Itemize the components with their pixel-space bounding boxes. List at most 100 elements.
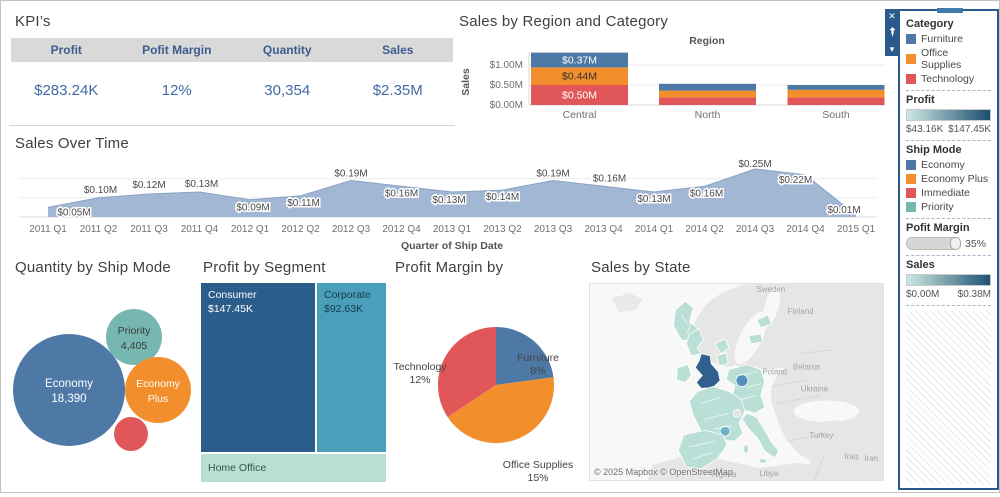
bubble-label: Economy bbox=[136, 378, 181, 390]
sales-over-time-chart: Sales Over Time $0.05M $0.10M $0.12M $0.13M… bbox=[9, 129, 889, 254]
bubble-label: Plus bbox=[148, 393, 168, 405]
point-label: $0.22M bbox=[779, 175, 812, 186]
map-attribution[interactable]: © 2025 Mapbox © OpenStreetMap bbox=[594, 467, 733, 477]
legend-item-label: Office Supplies bbox=[921, 47, 962, 71]
pie-slice-office-supplies[interactable] bbox=[447, 377, 555, 444]
bar-segment-Central-Furniture[interactable] bbox=[531, 52, 628, 68]
ship-mode-item-immediate[interactable]: Immediate bbox=[906, 187, 991, 199]
map-black-sea bbox=[793, 400, 860, 423]
pie-slice-technology[interactable] bbox=[437, 327, 496, 417]
panel-drag-handle[interactable] bbox=[937, 8, 963, 13]
time-chart-title: Sales Over Time bbox=[15, 135, 129, 152]
treemap-tile-home-office[interactable]: Home Office bbox=[201, 454, 386, 482]
pie-plot[interactable] bbox=[391, 279, 589, 487]
category-item-technology[interactable]: Technology bbox=[906, 73, 991, 85]
point-label: $0.10M bbox=[84, 185, 117, 196]
point-label: $0.25M bbox=[738, 159, 771, 170]
color-swatch bbox=[906, 34, 916, 44]
bar-segment-South-Office Supplies[interactable] bbox=[787, 89, 885, 98]
sales-min: $0.00M bbox=[906, 289, 940, 300]
profit-margin-value: 35% bbox=[965, 237, 987, 250]
color-swatch bbox=[906, 74, 916, 84]
y-tick-label: $0.50M bbox=[490, 80, 523, 91]
map-france-dark-region bbox=[719, 425, 731, 437]
treemap-tile-consumer[interactable]: Consumer $147.45K bbox=[201, 283, 315, 452]
slider-handle[interactable] bbox=[950, 237, 961, 250]
x-tick-label: 2013 Q2 bbox=[483, 224, 522, 235]
bar-segment-Central-Technology[interactable] bbox=[531, 85, 628, 105]
category-legend-title: Category bbox=[906, 18, 954, 30]
bubble-label: Economy bbox=[45, 378, 93, 390]
x-tick-label: 2014 Q1 bbox=[635, 224, 674, 235]
point-label: $0.12M bbox=[132, 180, 165, 191]
region-chart-title: Sales by Region and Category bbox=[459, 13, 669, 30]
map-label-poland: Poland bbox=[762, 368, 787, 377]
map-label-ukraine: Ukraine bbox=[801, 384, 829, 393]
europe-map[interactable]: Sweden Finland Poland Belarus Ukraine Turkey I… bbox=[590, 284, 883, 480]
area-fill[interactable] bbox=[48, 169, 856, 217]
bar-segment-South-Furniture[interactable] bbox=[787, 85, 885, 90]
map-label-iraq: Iraq bbox=[844, 452, 858, 461]
kpi-value-sales: $2.35M bbox=[372, 82, 423, 99]
bar-segment-North-Office Supplies[interactable] bbox=[659, 90, 756, 98]
point-label: $0.16M bbox=[593, 173, 626, 184]
map-label-libya: Libya bbox=[759, 469, 779, 478]
bar-segment-North-Furniture[interactable] bbox=[659, 83, 756, 91]
panel-separator bbox=[906, 255, 991, 256]
bar-segment-North-Technology[interactable] bbox=[659, 97, 756, 105]
legend-item-label: Technology bbox=[921, 73, 975, 85]
map-label-algeria: Algeria bbox=[712, 470, 737, 479]
x-tick-label: 2011 Q2 bbox=[80, 224, 118, 235]
kpi-value-row: $283.24K 12% 30,354 $2.35M bbox=[11, 82, 453, 99]
category-item-office-supplies[interactable]: Office Supplies bbox=[906, 47, 991, 71]
treemap-tile-corporate[interactable]: Corporate $92.63K bbox=[317, 283, 386, 452]
bubble-label: Priority bbox=[118, 325, 151, 337]
map-south-sweden bbox=[714, 338, 730, 355]
point-label: $0.01M bbox=[827, 205, 860, 216]
kpi-header-margin: Pofit Margin bbox=[142, 43, 212, 57]
map-viewport[interactable]: Sweden Finland Poland Belarus Ukraine Turkey I… bbox=[589, 283, 884, 481]
profit-margin-slider[interactable] bbox=[906, 237, 961, 250]
bubble-economy[interactable] bbox=[13, 334, 125, 446]
point-label: $0.19M bbox=[334, 169, 367, 180]
ship-mode-item-economy[interactable]: Economy bbox=[906, 159, 991, 171]
point-label: $0.13M bbox=[637, 194, 670, 205]
bubble-priority[interactable] bbox=[106, 309, 162, 365]
bubble-economy-plus[interactable] bbox=[125, 357, 191, 423]
legend-item-label: Furniture bbox=[921, 33, 964, 45]
chevron-down-icon[interactable]: ▾ bbox=[889, 44, 895, 54]
bubble-plot[interactable]: Economy 18,390 Priority 4,405 Economy Plus bbox=[9, 276, 195, 492]
kpi-header-profit: Profit bbox=[50, 43, 82, 57]
pie-slice-furniture[interactable] bbox=[496, 327, 554, 385]
region-category-chart: Sales by Region and Category Region $0.00… bbox=[457, 5, 889, 127]
map-label-turkey: Turkey bbox=[809, 431, 833, 440]
map-italy bbox=[741, 412, 780, 459]
profit-gradient bbox=[906, 109, 991, 121]
pie-label-technology: Technology 12% bbox=[393, 361, 447, 386]
pin-icon[interactable] bbox=[885, 26, 899, 39]
ship-mode-item-priority[interactable]: Priority bbox=[906, 201, 991, 213]
sales-area-chart[interactable]: $0.05M $0.10M $0.12M $0.13M $0.09M $0.11M $0.1… bbox=[9, 154, 887, 254]
color-swatch bbox=[906, 202, 916, 212]
bubble-immediate[interactable] bbox=[114, 417, 148, 451]
panel-empty-hatch bbox=[906, 311, 991, 484]
bar-segment-South-Technology[interactable] bbox=[787, 97, 885, 105]
legend-sections: Category Furniture Office Supplies Technolo… bbox=[906, 16, 991, 309]
x-tick-label: 2012 Q3 bbox=[332, 224, 371, 235]
area-line bbox=[47, 168, 857, 216]
map-scotland bbox=[685, 328, 704, 357]
y-tick-label: $0.00M bbox=[490, 100, 523, 111]
tile-name: Corporate bbox=[324, 289, 371, 301]
region-axis-title: Region bbox=[689, 35, 725, 47]
map-iceland bbox=[611, 293, 643, 312]
bar-segment-Central-Office Supplies[interactable] bbox=[531, 67, 628, 85]
close-icon[interactable]: ✕ bbox=[888, 11, 896, 21]
category-item-furniture[interactable]: Furniture bbox=[906, 33, 991, 45]
ship-mode-item-economy-plus[interactable]: Economy Plus bbox=[906, 173, 991, 185]
profit-range: $43.16K $147.45K bbox=[906, 124, 991, 135]
region-stacked-bars[interactable]: Region $0.00M $0.50M $1.00M Sales $0.50M $0.44… bbox=[457, 32, 887, 128]
point-label: $0.13M bbox=[432, 195, 465, 206]
map-baltics bbox=[748, 314, 773, 345]
color-swatch bbox=[906, 188, 916, 198]
